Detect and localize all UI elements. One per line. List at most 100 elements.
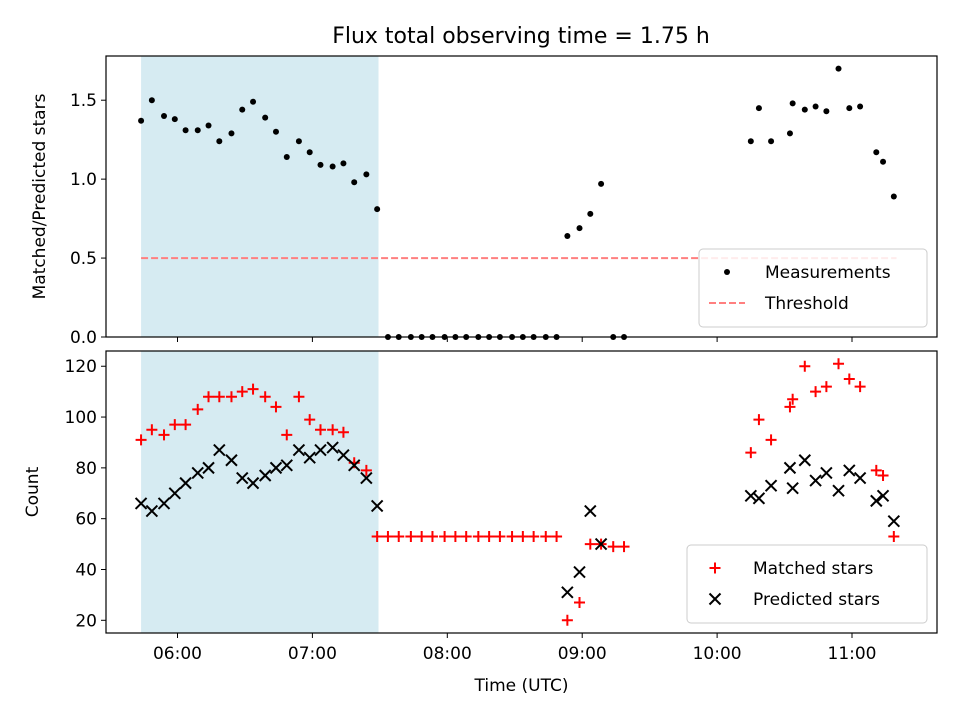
data-point xyxy=(138,117,145,124)
data-point xyxy=(225,391,237,403)
data-point xyxy=(314,443,327,457)
axes-frame xyxy=(105,350,938,634)
shaded-interval xyxy=(141,351,379,633)
data-point xyxy=(202,461,215,475)
data-point xyxy=(371,530,383,542)
data-point xyxy=(216,138,223,145)
data-point xyxy=(820,381,832,393)
data-point xyxy=(370,499,384,513)
data-point xyxy=(506,530,518,542)
x-axis-label: Time (UTC) xyxy=(474,676,569,696)
data-point xyxy=(784,401,796,413)
data-point xyxy=(820,466,833,480)
data-point xyxy=(269,461,283,475)
data-point xyxy=(880,158,887,165)
data-point xyxy=(835,65,842,72)
data-point xyxy=(191,466,204,480)
data-point xyxy=(564,232,571,239)
data-point xyxy=(259,391,271,403)
data-point xyxy=(374,206,381,213)
data-point xyxy=(747,138,754,145)
y-tick-label: 0.5 xyxy=(70,249,97,269)
data-point xyxy=(618,541,630,553)
data-point xyxy=(281,429,293,441)
data-point xyxy=(561,614,573,626)
data-point xyxy=(594,537,608,551)
data-point xyxy=(393,530,405,542)
x-tick-label: 07:00 xyxy=(288,644,337,664)
data-point xyxy=(348,459,361,472)
data-point xyxy=(134,497,148,510)
y-tick-label: 80 xyxy=(75,459,97,479)
y-tick-label: 1.5 xyxy=(70,91,97,111)
data-point xyxy=(752,492,766,505)
x-tick-label: 08:00 xyxy=(423,644,472,664)
legend-marker xyxy=(709,562,721,574)
data-point xyxy=(607,541,619,553)
x-tick-label: 10:00 xyxy=(693,644,742,664)
data-point xyxy=(765,434,777,446)
legend: Matched stars Predicted stars xyxy=(686,544,928,624)
data-point xyxy=(317,161,324,168)
data-point xyxy=(363,171,370,178)
axes-frame xyxy=(105,55,938,338)
data-point xyxy=(799,360,811,372)
data-point xyxy=(832,484,845,497)
data-point xyxy=(584,504,597,518)
data-point xyxy=(360,471,373,485)
legend-label: Predicted stars xyxy=(753,590,880,610)
data-point xyxy=(787,393,799,405)
data-point xyxy=(292,443,306,457)
data-point xyxy=(303,451,316,464)
data-point xyxy=(843,464,856,477)
data-point xyxy=(876,489,890,503)
data-point xyxy=(258,469,272,482)
data-point xyxy=(314,424,326,436)
data-point xyxy=(337,426,349,438)
x-tick-label: 06:00 xyxy=(153,644,202,664)
data-point xyxy=(168,487,182,500)
data-point xyxy=(877,469,889,481)
y-tick-label: 0.0 xyxy=(70,328,97,348)
data-point xyxy=(873,149,880,156)
data-point xyxy=(416,530,428,542)
data-point xyxy=(857,103,864,110)
y-axis-label: Count xyxy=(23,466,43,517)
data-point xyxy=(179,476,192,490)
data-point xyxy=(426,530,438,542)
data-point xyxy=(587,210,594,217)
data-point xyxy=(135,434,147,446)
data-point xyxy=(247,383,259,395)
series-matched-stars xyxy=(135,358,900,626)
data-point xyxy=(810,386,822,398)
data-point xyxy=(340,160,347,167)
data-point xyxy=(280,459,293,472)
data-point xyxy=(494,530,506,542)
data-point xyxy=(213,443,226,457)
y-tick-label: 100 xyxy=(65,408,97,428)
data-point xyxy=(745,447,757,459)
data-point xyxy=(351,179,358,186)
data-point xyxy=(753,414,765,426)
data-point xyxy=(304,414,316,426)
data-point xyxy=(360,464,372,476)
data-point xyxy=(551,530,563,542)
legend-box xyxy=(686,544,928,624)
data-point xyxy=(540,530,552,542)
data-point xyxy=(239,106,246,113)
y-tick-label: 40 xyxy=(75,560,97,580)
chart-title: Flux total observing time = 1.75 h xyxy=(332,24,710,49)
data-point xyxy=(270,401,282,413)
data-point xyxy=(887,515,901,528)
data-point xyxy=(764,479,778,492)
data-point xyxy=(561,586,574,599)
data-point xyxy=(148,97,155,104)
data-point xyxy=(755,105,762,112)
data-point xyxy=(809,474,822,487)
legend: Measurements Threshold xyxy=(698,248,928,328)
data-point xyxy=(789,100,796,107)
data-point xyxy=(203,391,215,403)
data-point xyxy=(853,471,867,485)
data-point xyxy=(180,419,192,431)
